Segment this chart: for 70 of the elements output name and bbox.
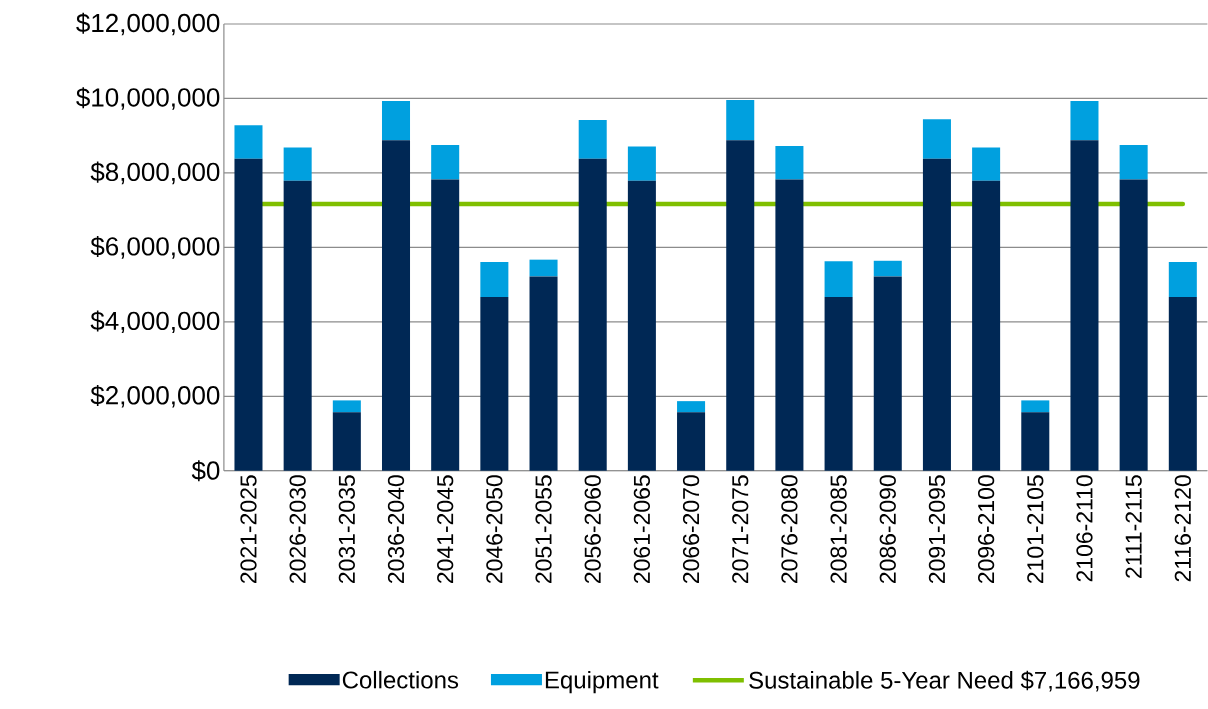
bar	[922, 158, 951, 471]
bar	[578, 158, 607, 471]
bar	[1070, 101, 1099, 141]
bar	[922, 119, 951, 159]
bar	[332, 400, 361, 413]
bar	[677, 412, 706, 471]
bar	[1168, 297, 1197, 471]
x-tick-label: 2071-2075	[732, 475, 749, 584]
y-tick-label: $12,000,000	[76, 12, 220, 36]
x-tick-label: 2076-2080	[781, 475, 798, 584]
x-tick-label: 2021-2025	[240, 475, 257, 584]
bar	[431, 179, 460, 471]
bar	[677, 401, 706, 413]
x-tick-label: 2101-2105	[1027, 475, 1044, 584]
x-tick-label: 2031-2035	[338, 475, 355, 584]
x-tick-label: 2096-2100	[977, 475, 995, 584]
x-tick-label: 2051-2055	[535, 475, 552, 584]
bar	[480, 297, 509, 471]
legend-label: Collections	[342, 671, 459, 689]
bar	[726, 100, 755, 141]
x-tick-label: 2061-2065	[633, 475, 651, 584]
x-tick-label: 2066-2070	[682, 475, 700, 584]
bar	[332, 412, 361, 471]
bar	[431, 145, 460, 180]
bar	[529, 276, 558, 471]
legend-label: Sustainable 5-Year Need $7,166,959	[749, 670, 1140, 692]
x-tick-label: 2036-2040	[387, 475, 405, 584]
bar	[824, 261, 853, 298]
bar	[1021, 400, 1050, 413]
x-tick-label: 2041-2045	[437, 475, 454, 584]
bar	[283, 147, 312, 181]
bar	[1119, 179, 1148, 471]
legend-label: Equipment	[545, 671, 659, 694]
bar	[234, 158, 263, 471]
bar	[627, 146, 656, 181]
y-tick-label: $6,000,000	[90, 236, 220, 259]
bar	[775, 179, 804, 471]
x-tick-label: 2056-2060	[584, 475, 601, 584]
x-tick-label: 2091-2095	[928, 475, 946, 584]
bar	[381, 101, 411, 141]
x-tick-label: 2026-2030	[289, 475, 306, 584]
y-tick-label: $2,000,000	[90, 385, 220, 408]
bar	[1168, 262, 1197, 298]
bar	[873, 276, 902, 471]
y-tick-label: $0	[191, 460, 220, 482]
bar	[480, 262, 509, 298]
bar	[381, 140, 411, 471]
bar	[529, 259, 558, 277]
bar	[873, 260, 902, 277]
bar	[1021, 412, 1050, 471]
bar	[972, 147, 1001, 181]
bar	[726, 140, 755, 471]
bar	[627, 180, 656, 471]
bar	[1070, 140, 1099, 471]
y-tick-label: $10,000,000	[76, 87, 220, 110]
bar	[1119, 145, 1148, 180]
y-tick-label: $4,000,000	[90, 310, 220, 334]
y-tick-label: $8,000,000	[90, 161, 220, 185]
bar	[972, 180, 1001, 471]
x-tick-label: 2116-2120	[1174, 475, 1191, 582]
bar	[824, 297, 853, 471]
x-tick-label: 2046-2050	[486, 475, 503, 584]
x-tick-label: 2106-2110	[1076, 475, 1093, 582]
bar	[775, 146, 804, 180]
bar	[234, 125, 263, 159]
x-tick-label: 2081-2085	[830, 475, 847, 584]
bar	[578, 120, 607, 159]
x-tick-label: 2086-2090	[879, 475, 896, 584]
x-tick-label: 2111-2115	[1125, 475, 1142, 579]
bar	[283, 180, 312, 471]
